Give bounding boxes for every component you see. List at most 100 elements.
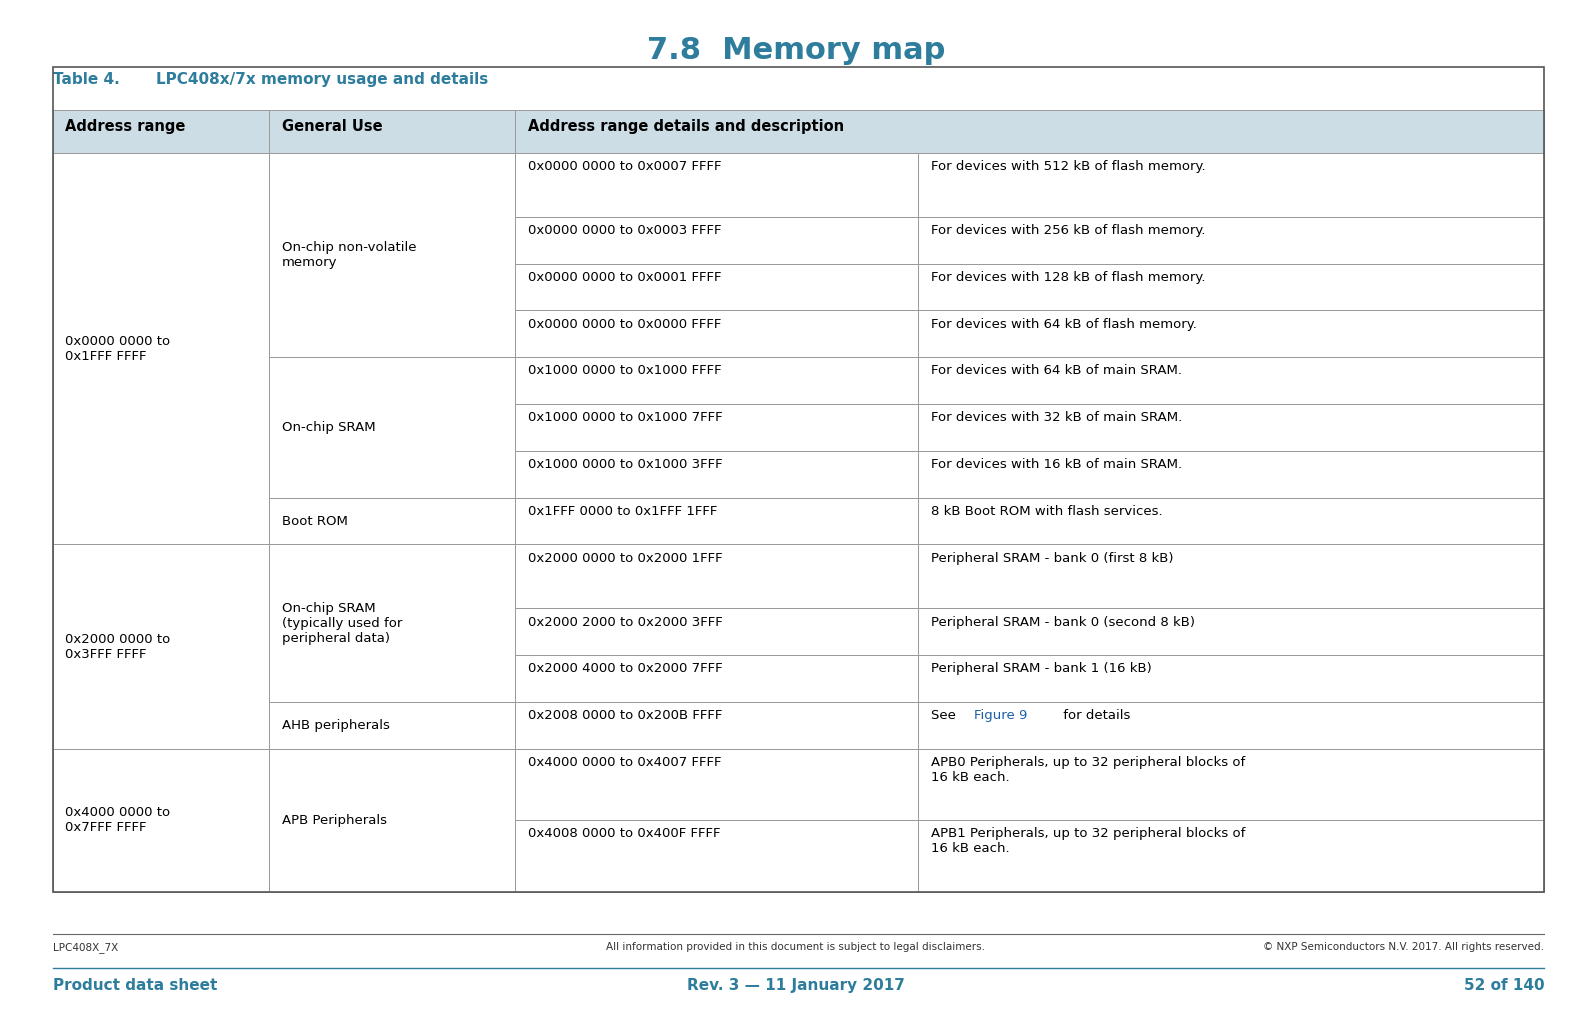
Bar [919, 450, 1544, 498]
Bar [269, 545, 514, 608]
Bar [514, 450, 919, 498]
Text: 0x4000 0000 to 0x4007 FFFF: 0x4000 0000 to 0x4007 FFFF [527, 756, 721, 768]
Bar [919, 357, 1544, 404]
Bar [514, 311, 919, 357]
Bar [514, 216, 919, 264]
Text: Table 4.: Table 4. [53, 72, 119, 87]
Text: Boot ROM: Boot ROM [282, 514, 347, 527]
Text: All information provided in this document is subject to legal disclaimers.: All information provided in this documen… [607, 942, 985, 952]
Text: for details: for details [1059, 709, 1130, 722]
Bar [53, 110, 269, 153]
Bar [53, 656, 269, 702]
Bar [53, 153, 269, 545]
Bar [919, 404, 1544, 450]
Bar [269, 608, 514, 656]
Bar [514, 153, 919, 216]
Bar [53, 404, 269, 450]
Text: 0x0000 0000 to
0x1FFF FFFF: 0x0000 0000 to 0x1FFF FFFF [65, 334, 170, 362]
Text: 0x2000 0000 to 0x2000 1FFF: 0x2000 0000 to 0x2000 1FFF [527, 552, 723, 564]
Text: 7.8  Memory map: 7.8 Memory map [646, 36, 946, 65]
Text: AHB peripherals: AHB peripherals [282, 719, 390, 732]
Bar [53, 545, 269, 608]
Text: For devices with 64 kB of main SRAM.: For devices with 64 kB of main SRAM. [931, 364, 1183, 378]
Text: For devices with 32 kB of main SRAM.: For devices with 32 kB of main SRAM. [931, 411, 1183, 424]
Bar [919, 264, 1544, 311]
Text: 0x0000 0000 to 0x0001 FFFF: 0x0000 0000 to 0x0001 FFFF [527, 271, 721, 284]
Bar [514, 702, 919, 749]
Bar [514, 749, 919, 820]
Text: 0x4000 0000 to
0x7FFF FFFF: 0x4000 0000 to 0x7FFF FFFF [65, 806, 170, 834]
Text: Peripheral SRAM - bank 0 (first 8 kB): Peripheral SRAM - bank 0 (first 8 kB) [931, 552, 1173, 564]
Bar [919, 545, 1544, 608]
Bar [514, 404, 919, 450]
Text: Address range: Address range [65, 119, 186, 134]
Bar [269, 749, 514, 892]
Bar [269, 498, 514, 545]
Bar [53, 545, 269, 749]
Text: On-chip non-volatile
memory: On-chip non-volatile memory [282, 241, 416, 269]
Bar [919, 820, 1544, 892]
Bar [919, 749, 1544, 820]
Bar [53, 450, 269, 498]
Bar [53, 153, 269, 216]
Bar [269, 702, 514, 749]
Text: For devices with 128 kB of flash memory.: For devices with 128 kB of flash memory. [931, 271, 1205, 284]
Text: For devices with 256 kB of flash memory.: For devices with 256 kB of flash memory. [931, 224, 1205, 237]
Text: © NXP Semiconductors N.V. 2017. All rights reserved.: © NXP Semiconductors N.V. 2017. All righ… [1262, 942, 1544, 952]
Bar [514, 264, 919, 311]
Bar [269, 450, 514, 498]
Bar [919, 153, 1544, 216]
Bar [919, 702, 1544, 749]
Text: For devices with 64 kB of flash memory.: For devices with 64 kB of flash memory. [931, 318, 1197, 330]
Bar [53, 498, 269, 545]
Bar [269, 357, 514, 404]
Bar [514, 608, 919, 656]
Bar [514, 656, 919, 702]
Bar [53, 264, 269, 311]
Text: Product data sheet: Product data sheet [53, 978, 217, 993]
Text: APB0 Peripherals, up to 32 peripheral blocks of
16 kB each.: APB0 Peripherals, up to 32 peripheral bl… [931, 756, 1245, 784]
Text: General Use: General Use [282, 119, 382, 134]
Text: 0x2000 0000 to
0x3FFF FFFF: 0x2000 0000 to 0x3FFF FFFF [65, 633, 170, 661]
Text: 0x1FFF 0000 to 0x1FFF 1FFF: 0x1FFF 0000 to 0x1FFF 1FFF [527, 505, 716, 518]
Text: 0x0000 0000 to 0x0000 FFFF: 0x0000 0000 to 0x0000 FFFF [527, 318, 721, 330]
Text: 0x0000 0000 to 0x0007 FFFF: 0x0000 0000 to 0x0007 FFFF [527, 160, 721, 173]
Text: On-chip SRAM: On-chip SRAM [282, 421, 376, 434]
Bar [53, 749, 269, 892]
Text: 0x4008 0000 to 0x400F FFFF: 0x4008 0000 to 0x400F FFFF [527, 827, 720, 840]
Bar [514, 820, 919, 892]
Bar [53, 749, 269, 820]
Bar [269, 749, 514, 820]
Text: 8 kB Boot ROM with flash services.: 8 kB Boot ROM with flash services. [931, 505, 1162, 518]
Text: Figure 9: Figure 9 [974, 709, 1027, 722]
Bar [53, 67, 1544, 892]
Bar [269, 153, 514, 216]
Text: APB1 Peripherals, up to 32 peripheral blocks of
16 kB each.: APB1 Peripherals, up to 32 peripheral bl… [931, 827, 1245, 856]
Bar [53, 216, 269, 264]
Text: 0x1000 0000 to 0x1000 7FFF: 0x1000 0000 to 0x1000 7FFF [527, 411, 723, 424]
Bar [514, 498, 919, 545]
Bar [269, 216, 514, 264]
Bar [269, 357, 514, 498]
Bar [269, 264, 514, 311]
Text: 0x1000 0000 to 0x1000 3FFF: 0x1000 0000 to 0x1000 3FFF [527, 458, 723, 471]
Text: Address range details and description: Address range details and description [527, 119, 844, 134]
Text: APB Peripherals: APB Peripherals [282, 814, 387, 827]
Text: 0x0000 0000 to 0x0003 FFFF: 0x0000 0000 to 0x0003 FFFF [527, 224, 721, 237]
Bar [269, 404, 514, 450]
Text: 0x2000 2000 to 0x2000 3FFF: 0x2000 2000 to 0x2000 3FFF [527, 616, 723, 629]
Bar [53, 820, 269, 892]
Text: 0x2000 4000 to 0x2000 7FFF: 0x2000 4000 to 0x2000 7FFF [527, 663, 723, 675]
Bar [53, 702, 269, 749]
Text: 52 of 140: 52 of 140 [1463, 978, 1544, 993]
Bar [269, 110, 514, 153]
Text: 0x1000 0000 to 0x1000 FFFF: 0x1000 0000 to 0x1000 FFFF [527, 364, 721, 378]
Text: For devices with 16 kB of main SRAM.: For devices with 16 kB of main SRAM. [931, 458, 1183, 471]
Bar [269, 656, 514, 702]
Bar [269, 820, 514, 892]
Bar [919, 656, 1544, 702]
Text: Rev. 3 — 11 January 2017: Rev. 3 — 11 January 2017 [688, 978, 904, 993]
Text: LPC408x/7x memory usage and details: LPC408x/7x memory usage and details [156, 72, 489, 87]
Bar [269, 545, 514, 702]
Text: Peripheral SRAM - bank 1 (16 kB): Peripheral SRAM - bank 1 (16 kB) [931, 663, 1153, 675]
